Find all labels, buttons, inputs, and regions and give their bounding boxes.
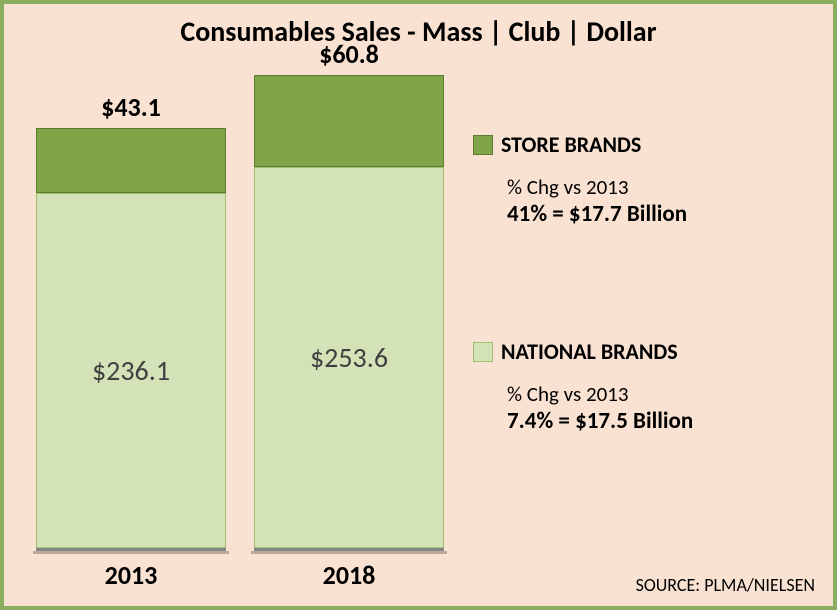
stack-2018: $60.8 $253.6 <box>254 75 444 551</box>
legend-store-label: STORE BRANDS <box>501 131 641 158</box>
value-2018-store: $60.8 <box>255 38 443 70</box>
national-chg-label: % Chg vs 2013 <box>473 381 803 407</box>
national-chg-value: 7.4% = $17.5 Billion <box>473 407 803 435</box>
source-text: SOURCE: PLMA/NIELSEN <box>636 574 815 596</box>
legend-national-brands: NATIONAL BRANDS % Chg vs 2013 7.4% = $17… <box>473 338 803 435</box>
segment-2018-national: $253.6 <box>254 167 444 548</box>
segment-2018-store: $60.8 <box>254 75 444 167</box>
store-chg-label: % Chg vs 2013 <box>473 174 803 200</box>
bar-shadow <box>33 551 229 554</box>
store-chg-value: 41% = $17.7 Billion <box>473 200 803 228</box>
xlabel-2018: 2018 <box>323 551 376 591</box>
legend-national-label: NATIONAL BRANDS <box>501 338 678 365</box>
stack-2013: $43.1 $236.1 <box>36 128 226 551</box>
legend-store-brands: STORE BRANDS % Chg vs 2013 41% = $17.7 B… <box>473 131 803 228</box>
bar-2013: $43.1 $236.1 2013 <box>36 128 226 591</box>
swatch-national-icon <box>473 342 493 362</box>
segment-2013-store: $43.1 <box>36 128 226 193</box>
xlabel-2013: 2013 <box>105 551 158 591</box>
value-2013-store: $43.1 <box>37 91 225 123</box>
value-2013-national: $236.1 <box>92 353 170 388</box>
segment-2013-national: $236.1 <box>36 193 226 548</box>
chart-frame: Consumables Sales - Mass | Club | Dollar… <box>0 0 837 610</box>
chart-content: $43.1 $236.1 2013 $60.8 $253.6 <box>16 61 821 591</box>
legend-row-store: STORE BRANDS <box>473 131 803 158</box>
bar-shadow <box>251 551 447 554</box>
legend-row-national: NATIONAL BRANDS <box>473 338 803 365</box>
swatch-store-icon <box>473 135 493 155</box>
legend: STORE BRANDS % Chg vs 2013 41% = $17.7 B… <box>473 131 803 545</box>
bar-chart: $43.1 $236.1 2013 $60.8 $253.6 <box>16 81 444 591</box>
value-2018-national: $253.6 <box>310 340 388 375</box>
bar-2018: $60.8 $253.6 2018 <box>254 75 444 591</box>
